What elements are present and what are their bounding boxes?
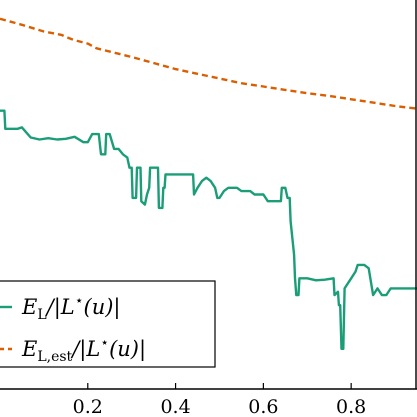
legend-box bbox=[0, 280, 216, 368]
x-tick-label-3: 0.8 bbox=[336, 396, 366, 417]
series-line-0 bbox=[0, 109, 417, 350]
plot-area bbox=[0, 17, 417, 350]
legend: EL/|L⋆(u)| EL,est/|L⋆(u)| bbox=[0, 280, 216, 368]
legend-label-1: EL,est/|L⋆(u)| bbox=[21, 335, 146, 365]
x-tick-label-2: 0.6 bbox=[248, 396, 278, 417]
legend-label-0: EL/|L⋆(u)| bbox=[21, 293, 121, 323]
x-tick-label-0: 0.2 bbox=[73, 396, 103, 417]
series-line-1 bbox=[0, 17, 417, 110]
x-tick-label-1: 0.4 bbox=[160, 396, 190, 417]
